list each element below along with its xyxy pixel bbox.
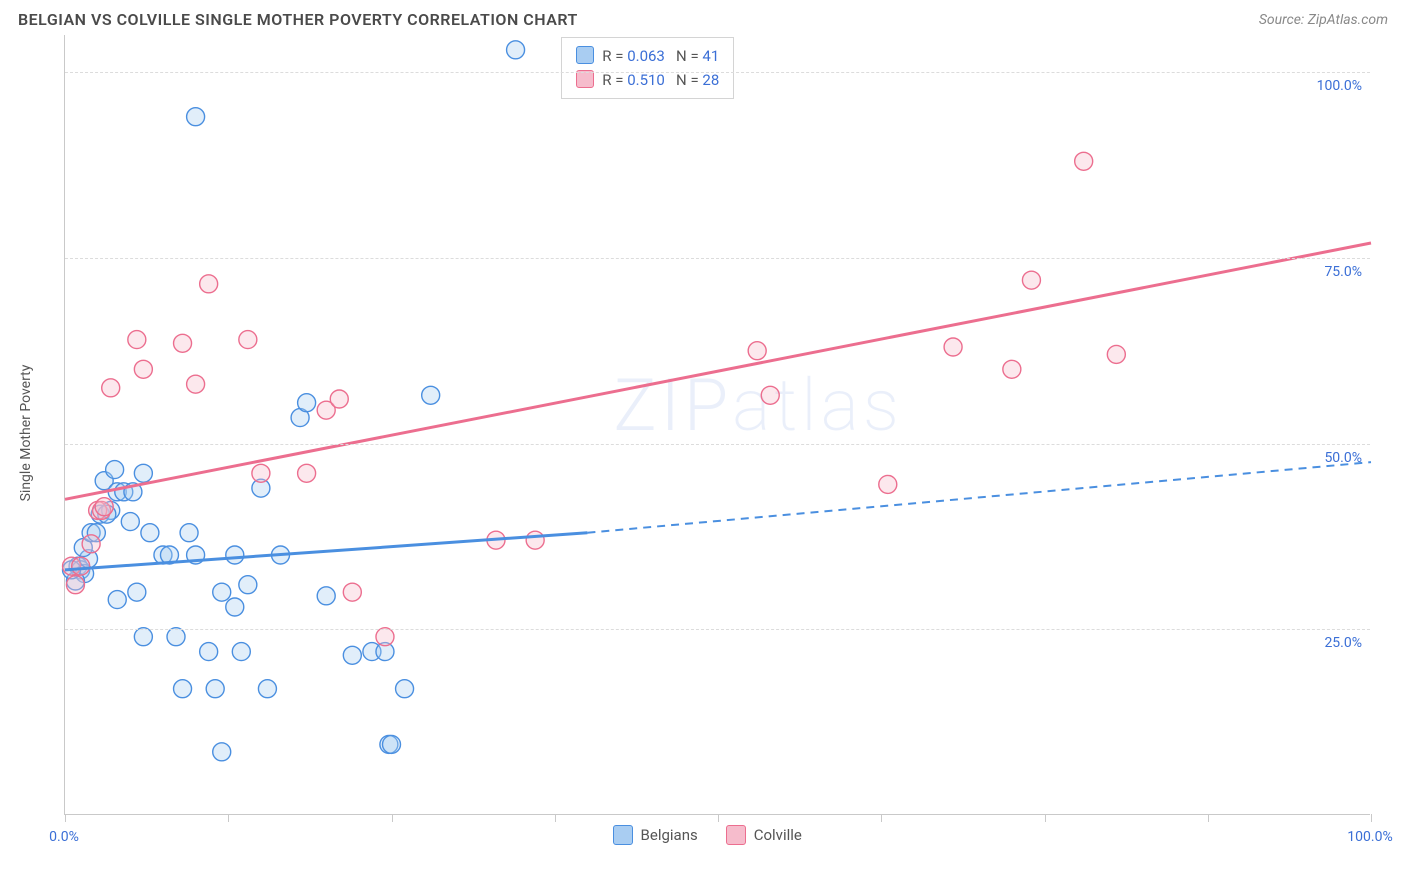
data-point [376, 628, 394, 646]
stat-N-label: N = [676, 71, 702, 89]
x-tick-label: 0.0% [49, 829, 79, 845]
data-point [239, 576, 257, 594]
data-point [206, 680, 224, 698]
data-point [761, 386, 779, 404]
source-label: Source: ZipAtlas.com [1259, 12, 1388, 28]
y-tick-label: 75.0% [1324, 264, 1362, 280]
data-point [187, 375, 205, 393]
legend-swatch [726, 825, 746, 845]
data-point [507, 41, 525, 59]
data-point [298, 464, 316, 482]
legend-item: Colville [726, 825, 802, 845]
data-point [180, 524, 198, 542]
data-point [226, 598, 244, 616]
legend-swatch [613, 825, 633, 845]
x-tick [1208, 814, 1209, 822]
data-point [258, 680, 276, 698]
scatter-svg [65, 35, 1371, 815]
data-point [187, 108, 205, 126]
data-point [95, 498, 113, 516]
legend-label: Belgians [641, 826, 698, 844]
data-point [174, 680, 192, 698]
data-point [383, 735, 401, 753]
stat-R-label: R = [602, 71, 627, 89]
data-point [396, 680, 414, 698]
x-tick [1371, 814, 1372, 822]
stat-R-value: 0.063 [627, 47, 665, 65]
gridline [65, 72, 1370, 73]
data-point [879, 475, 897, 493]
data-point [128, 583, 146, 601]
y-tick-label: 50.0% [1324, 450, 1362, 466]
data-point [72, 557, 90, 575]
data-point [141, 524, 159, 542]
stat-R-label: R = [602, 47, 627, 65]
data-point [252, 464, 270, 482]
data-point [330, 390, 348, 408]
data-point [200, 643, 218, 661]
y-axis-label: Single Mother Poverty [18, 365, 34, 502]
trend-line [587, 462, 1371, 533]
x-tick [1045, 814, 1046, 822]
x-tick [555, 814, 556, 822]
x-tick [718, 814, 719, 822]
trend-line [65, 243, 1371, 499]
data-point [748, 342, 766, 360]
bottom-legend: Belgians Colville [613, 825, 802, 845]
data-point [121, 513, 139, 531]
data-point [106, 461, 124, 479]
data-point [134, 628, 152, 646]
data-point [167, 628, 185, 646]
data-point [174, 334, 192, 352]
chart-title: BELGIAN VS COLVILLE SINGLE MOTHER POVERT… [18, 10, 578, 29]
stats-row: R = 0.063 N = 41 [576, 44, 719, 68]
y-tick-label: 100.0% [1317, 78, 1362, 94]
data-point [239, 331, 257, 349]
chart-container: Single Mother Poverty ZIPatlas R = 0.063… [18, 35, 1388, 865]
data-point [102, 379, 120, 397]
stat-N-value: 41 [702, 47, 719, 65]
data-point [343, 583, 361, 601]
stats-legend-box: R = 0.063 N = 41R = 0.510 N = 28 [561, 37, 734, 99]
gridline [65, 258, 1370, 259]
y-tick-label: 25.0% [1324, 635, 1362, 651]
header: BELGIAN VS COLVILLE SINGLE MOTHER POVERT… [0, 0, 1406, 35]
data-point [108, 591, 126, 609]
data-point [200, 275, 218, 293]
legend-item: Belgians [613, 825, 698, 845]
x-tick [392, 814, 393, 822]
legend-label: Colville [754, 826, 802, 844]
plot-area: ZIPatlas R = 0.063 N = 41R = 0.510 N = 2… [64, 35, 1370, 815]
data-point [213, 583, 231, 601]
data-point [226, 546, 244, 564]
data-point [232, 643, 250, 661]
x-tick [228, 814, 229, 822]
data-point [526, 531, 544, 549]
data-point [1107, 345, 1125, 363]
gridline [65, 444, 1370, 445]
data-point [66, 576, 84, 594]
data-point [213, 743, 231, 761]
data-point [298, 394, 316, 412]
legend-swatch [576, 46, 594, 64]
data-point [128, 331, 146, 349]
data-point [343, 646, 361, 664]
gridline [65, 629, 1370, 630]
x-tick [881, 814, 882, 822]
data-point [134, 464, 152, 482]
data-point [1022, 271, 1040, 289]
stat-N-value: 28 [702, 71, 719, 89]
data-point [82, 535, 100, 553]
data-point [422, 386, 440, 404]
data-point [1003, 360, 1021, 378]
data-point [1075, 152, 1093, 170]
data-point [317, 587, 335, 605]
data-point [944, 338, 962, 356]
x-tick [65, 814, 66, 822]
data-point [134, 360, 152, 378]
stat-N-label: N = [676, 47, 702, 65]
x-tick-label: 100.0% [1347, 829, 1392, 845]
stat-R-value: 0.510 [627, 71, 665, 89]
